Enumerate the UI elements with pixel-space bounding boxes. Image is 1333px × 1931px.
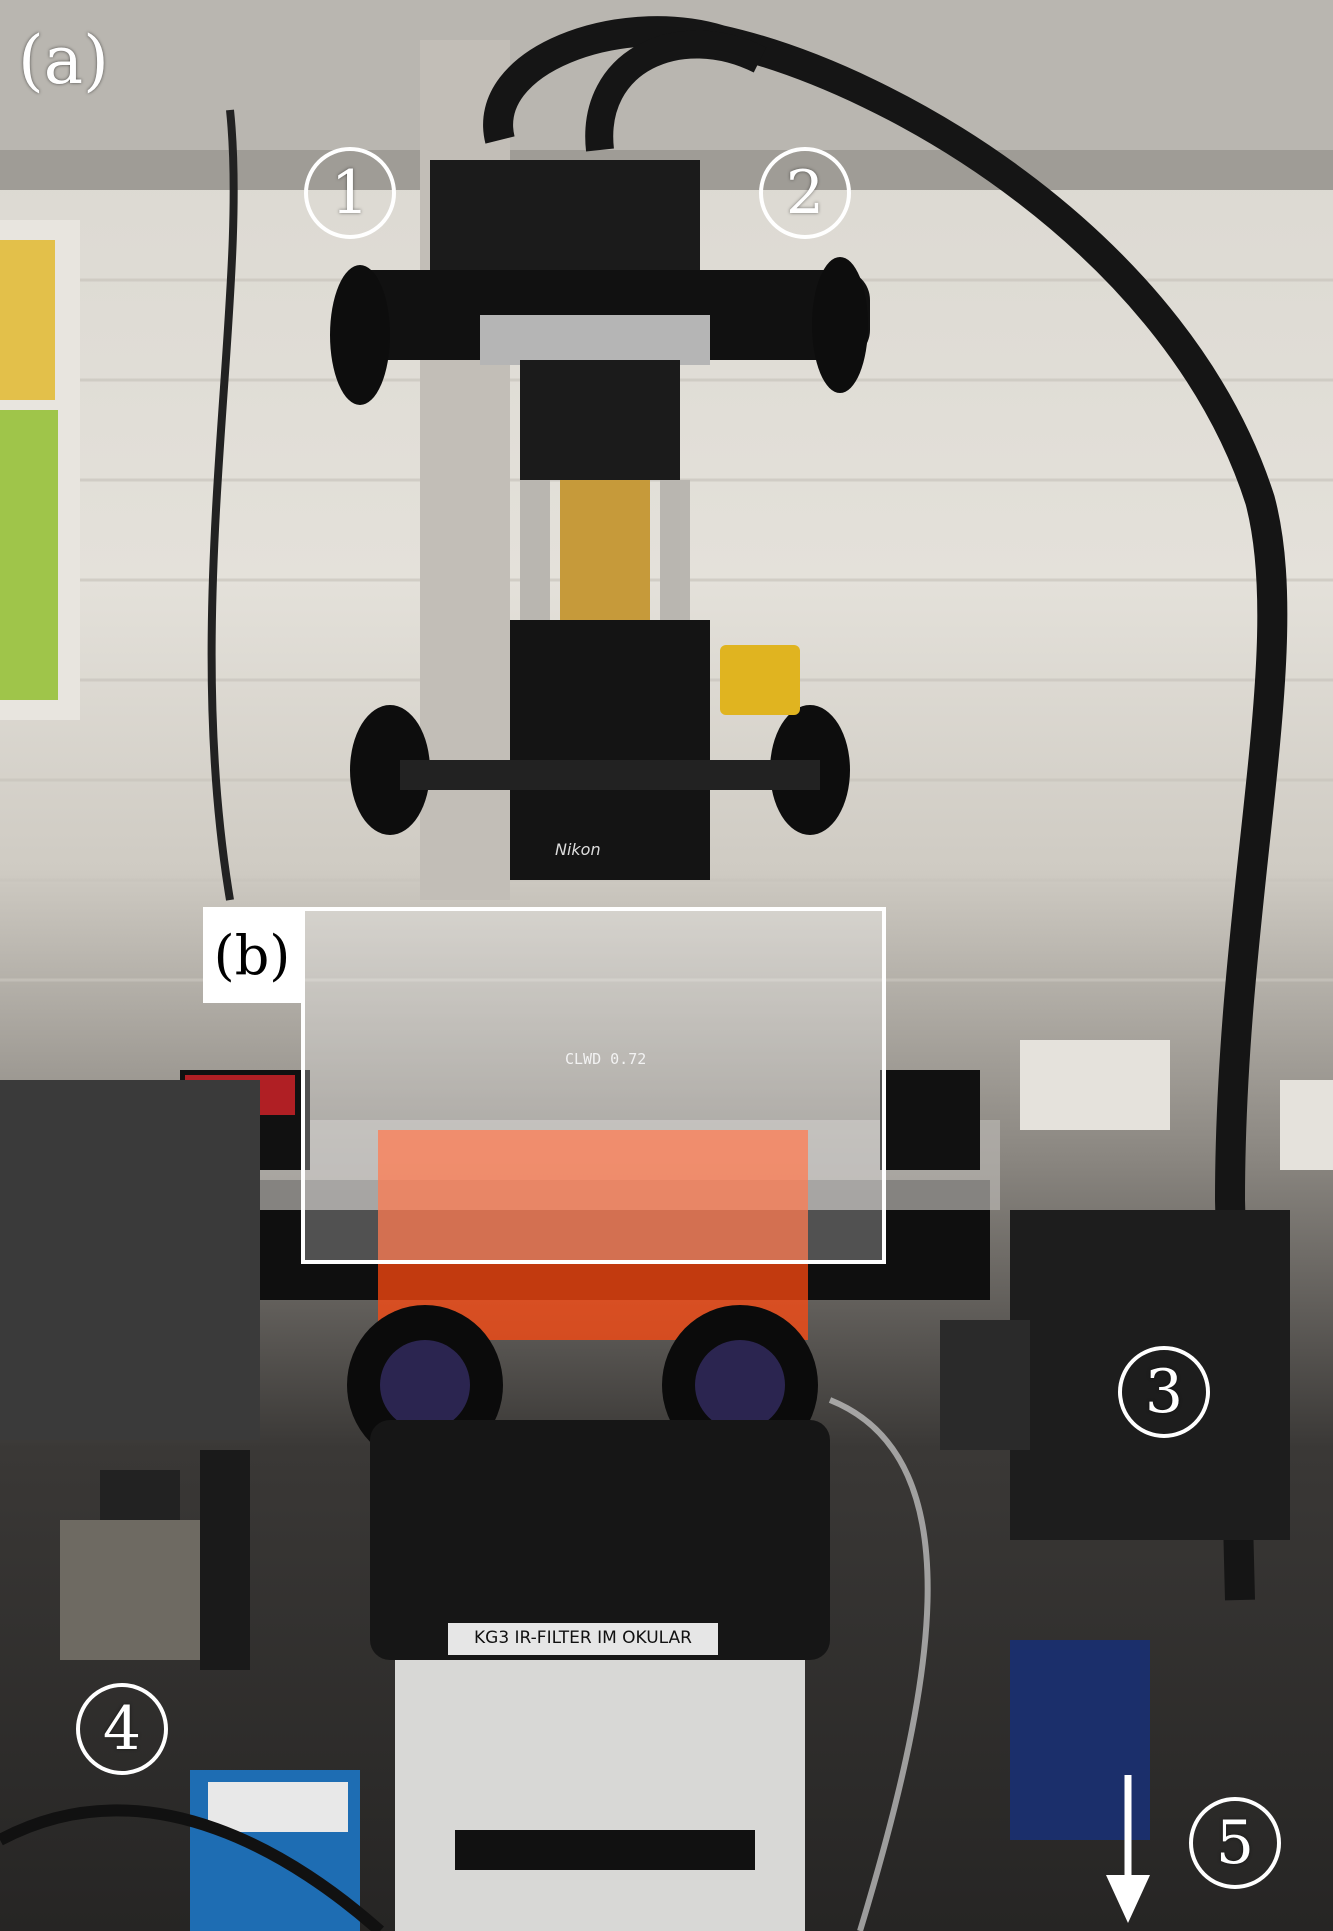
marker-1: 1 <box>304 147 396 239</box>
panel-label-b: (b) <box>203 907 301 1003</box>
objective-label: CLWD 0.72 <box>565 1050 647 1068</box>
marker-5: 5 <box>1189 1797 1281 1889</box>
marker-4: 4 <box>76 1683 168 1775</box>
down-arrow-icon <box>1106 1775 1150 1923</box>
inset-region-b <box>301 907 886 1264</box>
marker-2: 2 <box>759 147 851 239</box>
nikon-logo-text: Nikon <box>555 840 601 859</box>
panel-label-a: (a) <box>18 22 109 99</box>
marker-3: 3 <box>1118 1346 1210 1438</box>
filter-plate-text: KG3 IR-FILTER IM OKULAR <box>474 1628 692 1648</box>
